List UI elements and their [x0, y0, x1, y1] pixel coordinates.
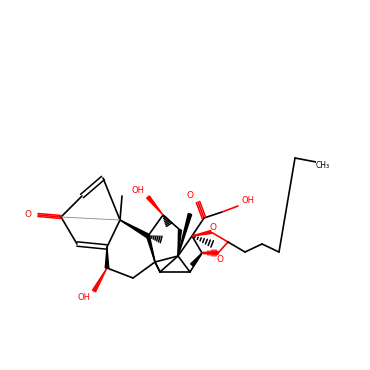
Text: O: O — [24, 209, 31, 219]
Polygon shape — [191, 253, 202, 266]
Text: OH: OH — [77, 293, 91, 303]
Polygon shape — [147, 236, 155, 262]
Text: OH: OH — [242, 195, 255, 205]
Polygon shape — [178, 230, 182, 256]
Polygon shape — [192, 231, 211, 236]
Polygon shape — [105, 247, 109, 268]
Text: O: O — [209, 222, 216, 232]
Text: OH: OH — [131, 185, 145, 195]
Polygon shape — [178, 213, 192, 256]
Polygon shape — [202, 252, 218, 255]
Polygon shape — [120, 220, 149, 238]
Polygon shape — [92, 268, 107, 292]
Text: O: O — [216, 256, 223, 265]
Polygon shape — [147, 196, 163, 215]
Text: O: O — [186, 191, 194, 199]
Text: CH₃: CH₃ — [316, 161, 330, 169]
